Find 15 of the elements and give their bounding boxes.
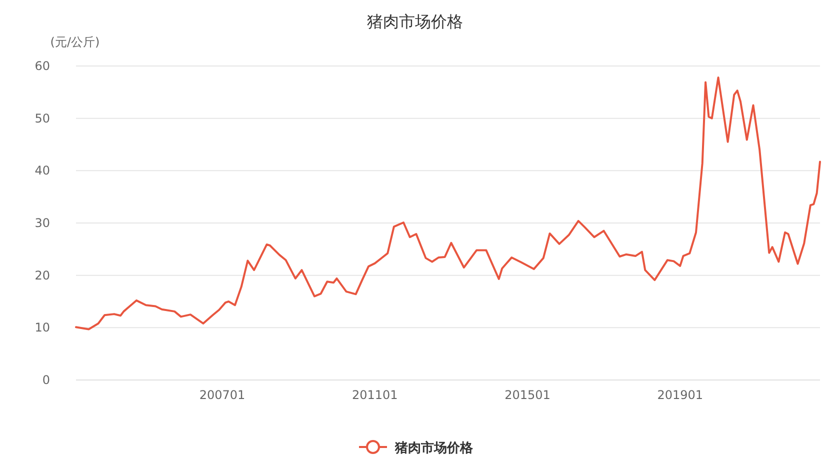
x-tick-label: 201901 bbox=[657, 388, 704, 402]
y-tick-label: 20 bbox=[34, 268, 50, 282]
y-tick-label: 30 bbox=[34, 216, 50, 230]
x-tick-label: 201501 bbox=[504, 388, 550, 402]
y-tick-label: 0 bbox=[42, 373, 50, 387]
x-tick-label: 200701 bbox=[199, 388, 246, 402]
x-tick-label: 201101 bbox=[352, 388, 398, 402]
y-tick-label: 40 bbox=[34, 164, 50, 178]
y-axis-title: (元/公斤) bbox=[50, 35, 100, 49]
y-tick-label: 60 bbox=[34, 59, 50, 73]
legend-label: 猪肉市场价格 bbox=[394, 440, 474, 456]
chart-title: 猪肉市场价格 bbox=[367, 12, 463, 31]
y-tick-label: 50 bbox=[34, 111, 50, 126]
y-tick-label: 10 bbox=[34, 320, 50, 335]
line-series bbox=[75, 76, 821, 330]
